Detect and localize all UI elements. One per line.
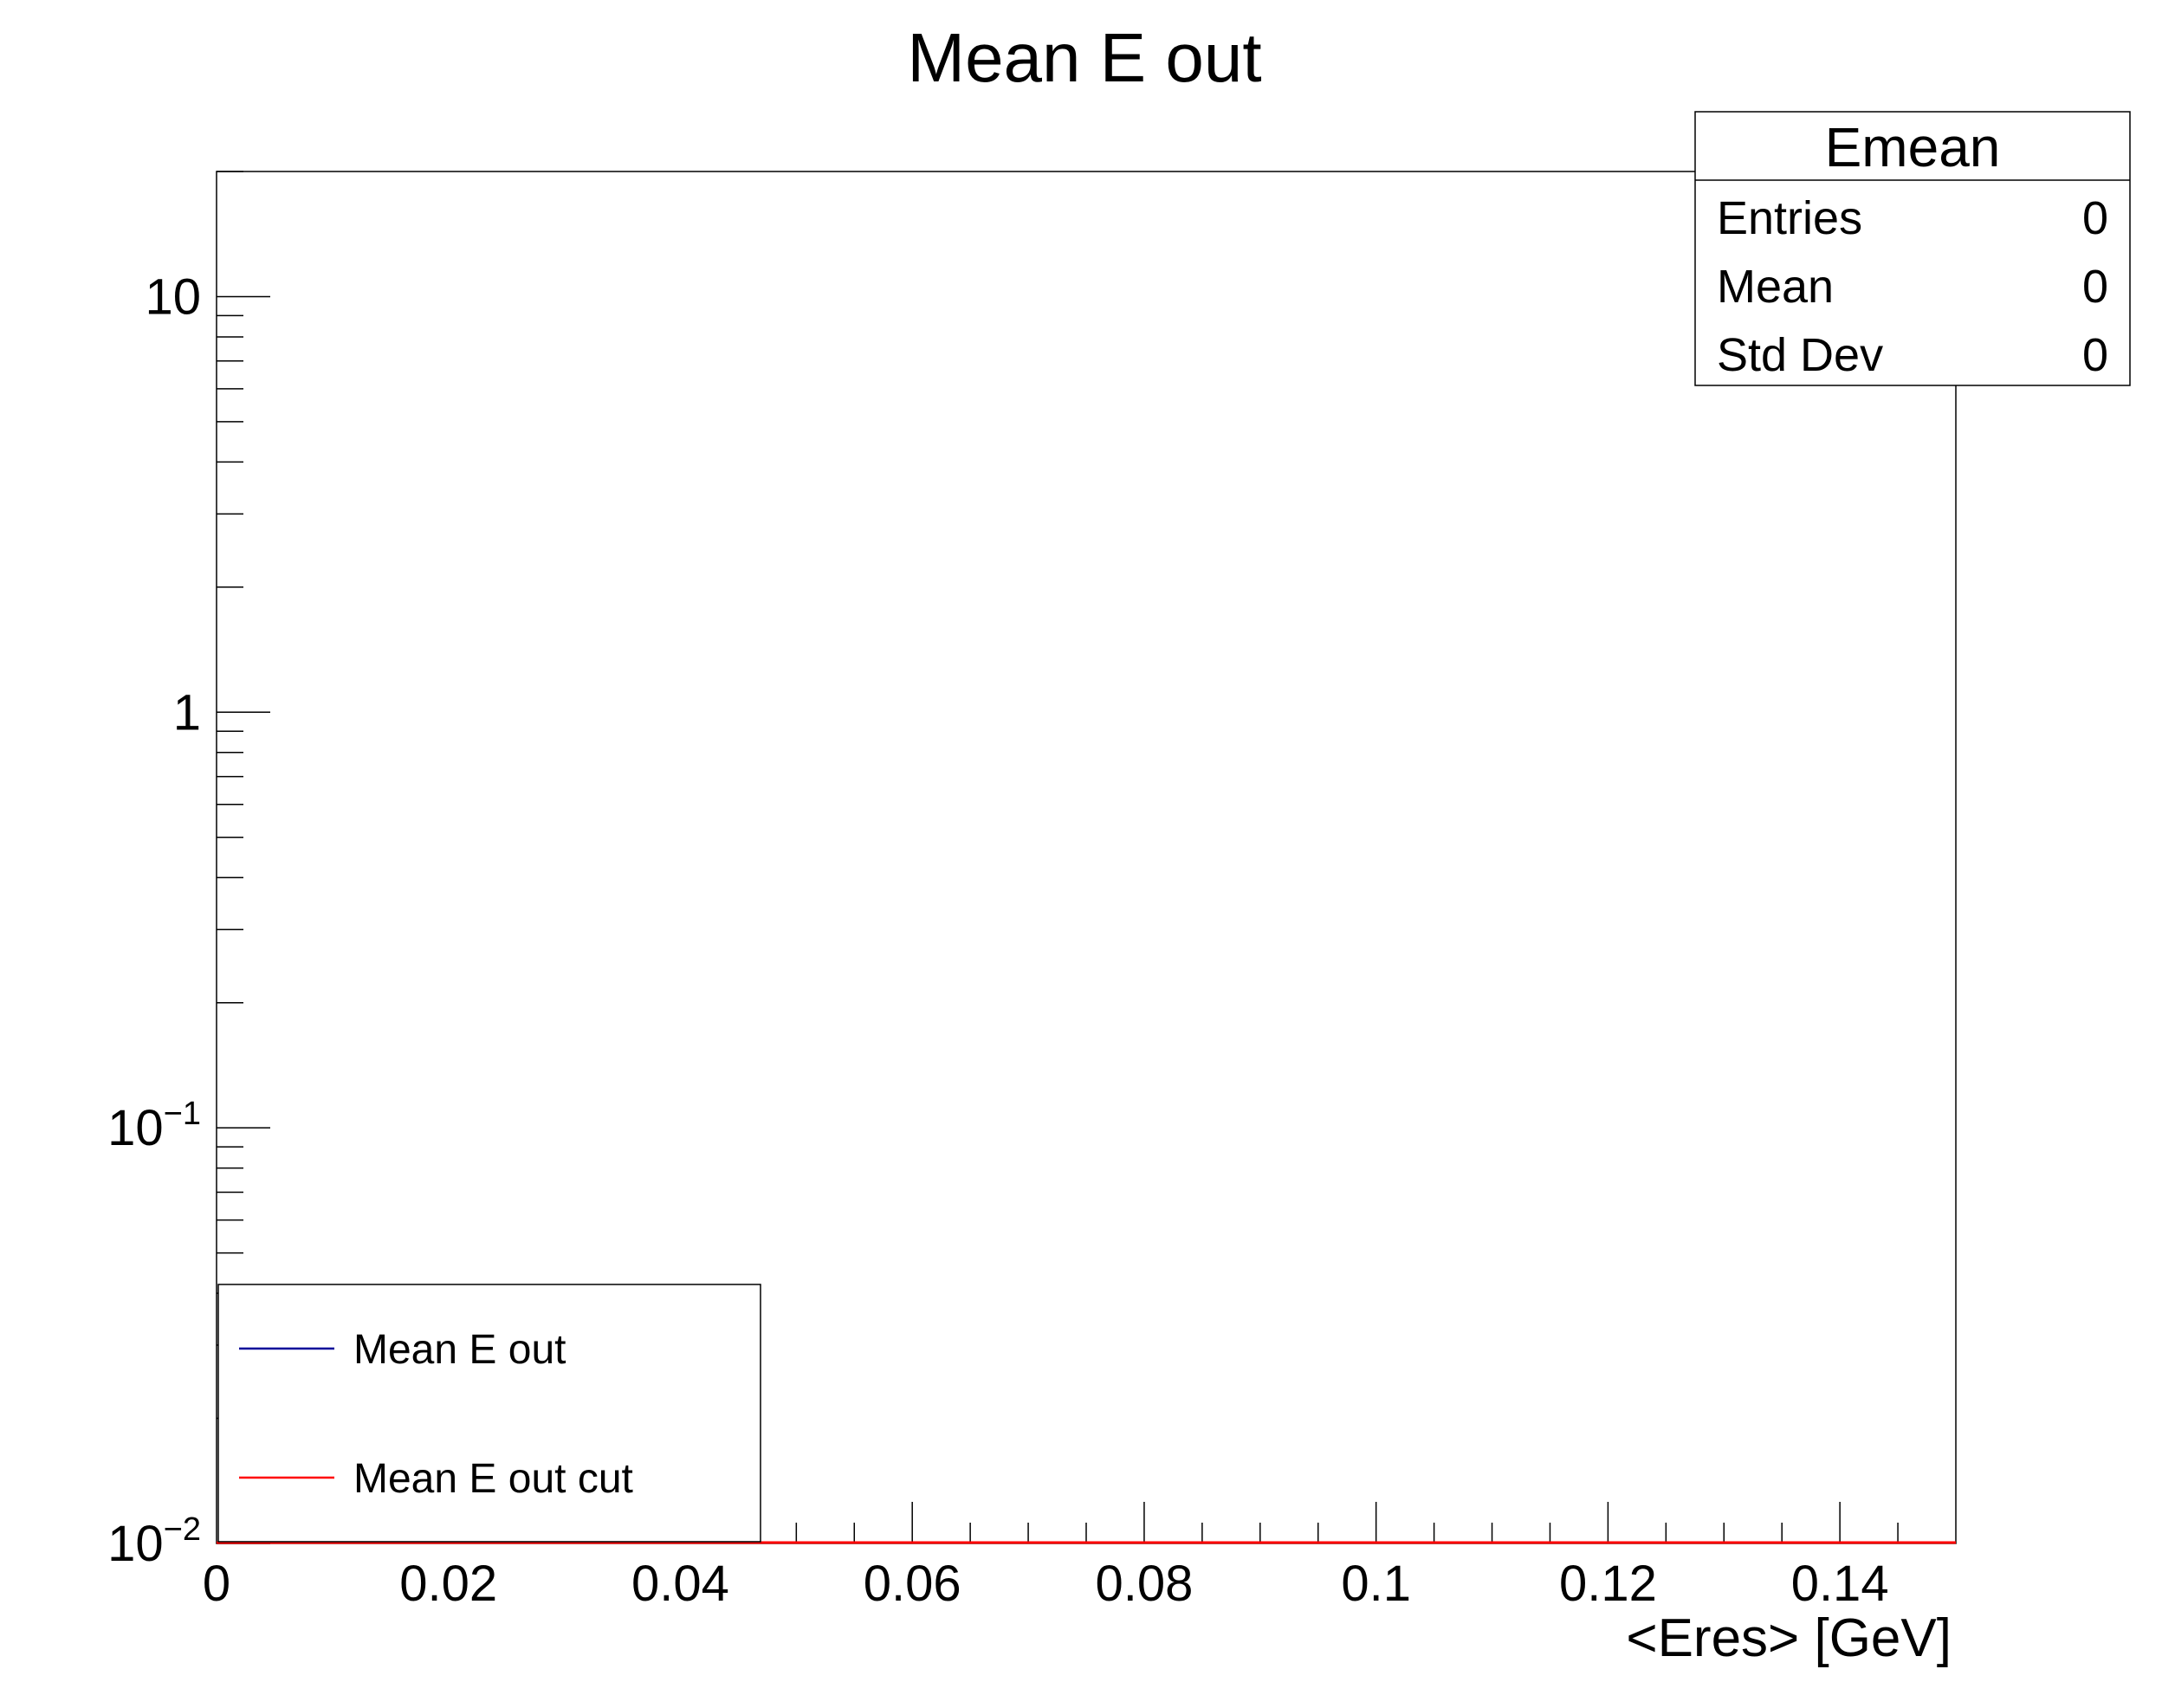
stats-mean-label: Mean bbox=[1717, 261, 1834, 313]
stats-box: Emean Entries 0 Mean 0 Std Dev 0 bbox=[1694, 111, 2131, 386]
stats-box-frame bbox=[1694, 111, 2131, 386]
x-tick-label: 0 bbox=[203, 1556, 230, 1612]
y-tick-label: 1 bbox=[173, 684, 201, 741]
legend: Mean E out Mean E out cut bbox=[217, 1284, 761, 1543]
x-tick-label: 0.1 bbox=[1341, 1556, 1411, 1612]
stats-mean-value: 0 bbox=[2082, 261, 2108, 313]
y-tick-label: 10−1 bbox=[107, 1096, 201, 1156]
x-tick-label: 0.12 bbox=[1559, 1556, 1657, 1612]
chart-title: Mean E out bbox=[907, 19, 1261, 96]
legend-frame bbox=[217, 1284, 761, 1543]
x-axis-tick-labels: 0 0.02 0.04 0.06 0.08 0.1 0.12 0.14 bbox=[203, 1556, 1889, 1612]
x-tick-label: 0.14 bbox=[1791, 1556, 1889, 1612]
legend-label-mean-e-out: Mean E out bbox=[353, 1327, 566, 1373]
x-tick-label: 0.02 bbox=[399, 1556, 497, 1612]
stats-entries-value: 0 bbox=[2082, 192, 2108, 244]
y-tick-label: 10 bbox=[145, 268, 201, 325]
stats-stddev-value: 0 bbox=[2082, 329, 2108, 381]
stats-stddev-label: Std Dev bbox=[1717, 329, 1883, 381]
x-axis-label: <Eres> [GeV] bbox=[1626, 1608, 1952, 1668]
x-tick-label: 0.04 bbox=[631, 1556, 729, 1612]
y-tick-label: 10−2 bbox=[107, 1511, 201, 1572]
stats-box-title: Emean bbox=[1825, 116, 2001, 178]
stats-entries-label: Entries bbox=[1717, 192, 1862, 244]
x-tick-label: 0.08 bbox=[1095, 1556, 1193, 1612]
legend-label-mean-e-out-cut: Mean E out cut bbox=[353, 1456, 633, 1502]
y-axis-tick-labels: 10−2 10−1 1 10 bbox=[107, 268, 201, 1572]
x-tick-label: 0.06 bbox=[864, 1556, 961, 1612]
